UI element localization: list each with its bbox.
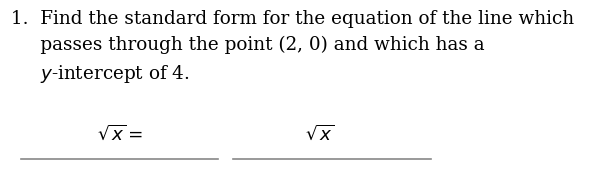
Text: 1.  Find the standard form for the equation of the line which
     passes throug: 1. Find the standard form for the equati…: [11, 10, 574, 85]
Text: $\sqrt{x}$: $\sqrt{x}$: [305, 125, 334, 144]
Text: $\sqrt{x}=$: $\sqrt{x}=$: [97, 125, 143, 144]
